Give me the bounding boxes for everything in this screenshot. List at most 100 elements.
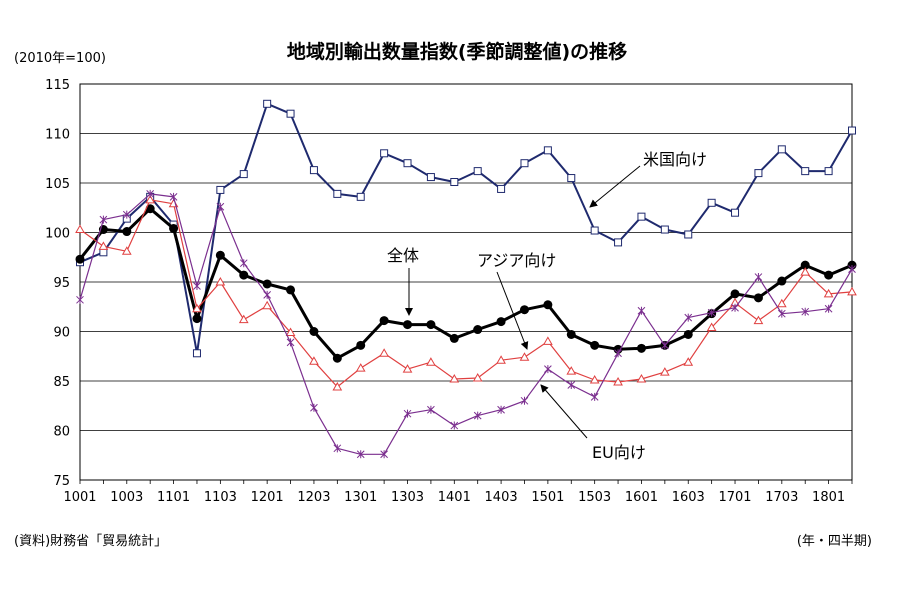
y-tick-label-85: 85	[53, 375, 70, 390]
point-asia-1602	[659, 367, 670, 376]
point-asia-1604	[706, 322, 717, 332]
point-asia-1303	[402, 364, 413, 373]
point-asia-1003	[121, 246, 132, 255]
point-total-1003	[122, 227, 132, 237]
point-asia-1401	[449, 374, 460, 383]
point-total-1203	[309, 327, 319, 336]
point-us-1501	[543, 146, 552, 155]
point-total-1603	[683, 329, 693, 339]
point-total-1401	[449, 333, 459, 343]
point-us-1201	[263, 99, 272, 108]
annotation-eu: EU向け	[592, 443, 646, 462]
point-eu-1003	[122, 210, 131, 219]
annotations: 米国向け 全体 アジア向け EU向け	[387, 150, 707, 462]
point-total-1801	[824, 270, 834, 280]
point-eu-1201	[263, 290, 272, 299]
x-tick-label-1301: 1301	[344, 490, 377, 505]
point-eu-1104	[239, 259, 248, 268]
point-total-1104	[239, 270, 249, 280]
point-total-1202	[286, 285, 296, 295]
point-total-1703	[777, 276, 787, 286]
chart-title: 地域別輸出数量指数(季節調整値)の推移	[287, 40, 627, 63]
point-eu-1004	[146, 189, 155, 198]
point-us-1401	[450, 178, 459, 187]
point-total-1101	[169, 224, 179, 234]
annotation-us-arrow	[589, 165, 641, 208]
point-us-1403	[497, 184, 506, 193]
point-us-1604	[707, 198, 716, 207]
point-eu-1504	[614, 349, 622, 358]
x-axis-label: (年・四半期)	[797, 534, 872, 549]
x-tick-label-1701: 1701	[718, 490, 751, 505]
x-tick-label-1001: 1001	[63, 490, 96, 505]
point-us-1504	[614, 238, 623, 247]
point-total-1103	[215, 250, 225, 260]
x-tick-label-1601: 1601	[625, 490, 658, 505]
point-eu-1403	[497, 405, 505, 414]
point-eu-1002	[99, 215, 108, 224]
point-eu-1001	[76, 295, 84, 304]
point-eu-1203	[310, 403, 318, 412]
point-asia-1202	[285, 327, 296, 336]
series-line-us	[79, 102, 853, 355]
point-asia-1603	[683, 357, 694, 366]
point-us-1703	[777, 145, 786, 154]
point-total-1004	[145, 204, 155, 214]
point-us-1304	[426, 173, 435, 182]
point-total-1503	[590, 340, 600, 350]
x-tick-label-1703: 1703	[765, 490, 798, 505]
point-asia-1403	[496, 355, 506, 364]
point-us-1702	[754, 169, 763, 178]
series-line-asia	[79, 199, 853, 388]
y-tick-label-95: 95	[53, 276, 70, 291]
point-us-1701	[731, 208, 740, 217]
point-eu-1501	[544, 365, 552, 374]
annotation-eu-arrow	[540, 384, 588, 439]
point-eu-1704	[801, 307, 810, 316]
y-tick-label-75: 75	[53, 474, 70, 489]
point-us-1102	[192, 349, 201, 358]
point-eu-1404	[520, 396, 529, 405]
point-asia-1802	[847, 286, 857, 296]
point-eu-1601	[637, 306, 646, 315]
point-asia-1302	[379, 348, 389, 357]
x-tick-label-1501: 1501	[531, 490, 564, 505]
point-total-1102	[192, 314, 202, 324]
point-eu-1204	[333, 444, 342, 453]
point-us-1103	[216, 185, 225, 194]
point-total-1001	[75, 254, 85, 264]
point-us-1801	[824, 167, 833, 176]
series-line-eu	[79, 193, 853, 455]
point-eu-1402	[473, 411, 482, 420]
x-tick-label-1403: 1403	[485, 490, 518, 505]
x-axis-ticks: 1001 1003 1101 1103 1201 1203 1301 1303 1401 1403…	[63, 480, 853, 505]
point-eu-1202	[286, 338, 295, 347]
point-eu-1802	[848, 265, 856, 274]
point-asia-1301	[355, 363, 366, 372]
x-tick-label-1401: 1401	[438, 490, 471, 505]
point-total-1702	[753, 293, 763, 303]
annotation-asia: アジア向け	[477, 251, 556, 270]
point-eu-1604	[707, 308, 716, 317]
point-eu-1303	[403, 409, 412, 418]
point-eu-1602	[660, 341, 669, 350]
point-asia-1704	[800, 267, 811, 276]
series-line-total	[78, 207, 853, 360]
point-eu-1502	[567, 380, 576, 389]
grid	[80, 133, 852, 431]
point-us-1302	[380, 149, 389, 158]
point-us-1203	[309, 166, 318, 175]
point-asia-1501	[543, 336, 553, 345]
point-asia-1601	[636, 374, 647, 383]
x-tick-label-1303: 1303	[391, 490, 424, 505]
series-asia	[75, 194, 857, 391]
point-asia-1702	[753, 315, 764, 325]
y-tick-label-105: 105	[45, 177, 70, 192]
point-eu-1301	[356, 450, 365, 459]
point-us-1503	[590, 226, 599, 235]
point-total-1204	[332, 353, 342, 363]
point-eu-1503	[590, 392, 599, 401]
point-total-1701	[730, 289, 740, 299]
y-tick-label-115: 115	[45, 78, 70, 93]
